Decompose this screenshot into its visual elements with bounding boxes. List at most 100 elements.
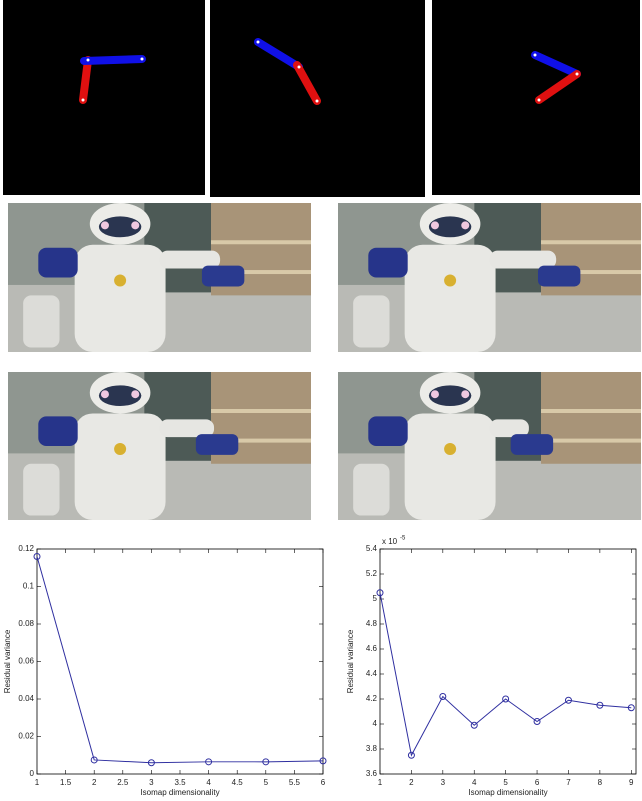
y-tick-label: 0.04 [18, 694, 34, 703]
shelf-board [211, 438, 311, 443]
x-tick-label: 6 [321, 778, 326, 787]
arm-link [531, 51, 581, 78]
data-marker [407, 751, 415, 759]
y-tick-label: 5.2 [366, 569, 378, 578]
y-axis-label: Residual variance [346, 629, 355, 693]
data-marker [502, 695, 510, 703]
y-tick-label: 0.1 [23, 582, 35, 591]
robot-badge [444, 274, 457, 287]
robot-face [428, 385, 472, 407]
x-tick-label: 5.5 [289, 778, 301, 787]
robot-hand [201, 265, 245, 287]
x-tick-label: 2 [92, 778, 97, 787]
robot-eye [461, 390, 470, 399]
shelf-board [541, 409, 641, 413]
arm-panel [3, 0, 205, 195]
joint [140, 57, 144, 61]
y-tick-label: 0.08 [18, 619, 34, 628]
joint [86, 58, 90, 62]
x-tick-label: 4 [472, 778, 477, 787]
y-tick-label: 3.8 [366, 744, 378, 753]
robot-hand [537, 265, 581, 287]
shelf-board [541, 438, 641, 443]
robot-badge [114, 274, 127, 287]
plot-frame [36, 548, 324, 775]
robot-arm [489, 419, 529, 438]
data-marker [147, 759, 155, 767]
y-multiplier-exponent: -5 [400, 536, 406, 542]
data-line [379, 592, 632, 757]
data-marker [564, 696, 572, 704]
robot-hand [195, 434, 239, 455]
y-tick-label: 4.6 [366, 644, 378, 653]
x-tick-label: 5 [264, 778, 269, 787]
robot-eye [430, 390, 439, 399]
arm-link [254, 38, 303, 71]
robot-photo [8, 203, 311, 352]
joint [533, 53, 537, 57]
robot-body [404, 413, 496, 520]
data-marker [205, 758, 213, 766]
robot-shoulder [38, 247, 78, 278]
robot-leg [353, 463, 390, 516]
robot-shoulder [368, 416, 408, 446]
robot-photo [338, 203, 641, 352]
joint [315, 99, 319, 103]
x-tick-label: 1 [378, 778, 383, 787]
data-marker [533, 718, 541, 725]
arm-link [80, 55, 146, 65]
robot-body [74, 244, 166, 352]
robot-shoulder [368, 247, 408, 278]
x-tick-label: 8 [598, 778, 603, 787]
y-tick-label: 3.6 [366, 769, 378, 778]
y-tick-label: 4 [373, 719, 378, 728]
robot-shoulder [38, 416, 78, 446]
shelf-board [541, 270, 641, 275]
x-tick-label: 1 [35, 778, 40, 787]
robot-body [404, 244, 496, 352]
x-axis-label: Isomap dimensionality [468, 788, 547, 797]
data-marker [376, 589, 384, 597]
y-tick-label: 0.02 [18, 732, 34, 741]
robot-eye [430, 221, 439, 230]
data-marker [319, 757, 327, 765]
chart: 0 0.02 0.04 0.06 0.08 0.1 0.12 1 1.5 2 2.5 3 3.5 4 4.5… [3, 544, 327, 797]
x-tick-label: 5 [503, 778, 508, 787]
joint [81, 98, 85, 102]
plot-frame [379, 548, 637, 775]
joint [297, 65, 301, 69]
shelf [541, 372, 641, 464]
robot-body [74, 413, 166, 520]
chart: 3.6 3.8 4 4.2 4.4 4.6 4.8 5 5.2 5.4 1 2 3 4 5 6 7 8 9 Isoma… [346, 536, 637, 797]
arm-links [79, 38, 581, 105]
joint [575, 72, 579, 76]
data-marker [33, 553, 41, 560]
joint [256, 40, 260, 44]
robot-hand [510, 434, 554, 455]
robot-eye [131, 390, 140, 399]
shelf-board [211, 270, 311, 275]
x-tick-label: 9 [629, 778, 634, 787]
y-tick-label: 0.06 [18, 657, 34, 666]
x-tick-label: 4 [206, 778, 211, 787]
robot-face [98, 216, 142, 238]
data-line [36, 556, 324, 764]
robot-badge [444, 442, 457, 455]
arm-link [535, 70, 581, 104]
x-tick-label: 4.5 [232, 778, 244, 787]
y-multiplier: x 10 [382, 537, 398, 546]
y-tick-label: 0 [30, 769, 35, 778]
data-marker [596, 701, 604, 709]
x-tick-label: 3 [441, 778, 446, 787]
y-tick-label: 5 [373, 594, 378, 603]
robot-photo [338, 372, 641, 520]
robot-eye [100, 221, 109, 230]
x-tick-label: 3 [149, 778, 154, 787]
data-marker [262, 758, 270, 766]
data-marker [90, 756, 98, 764]
shelf-board [541, 240, 641, 245]
robot-photo [8, 372, 311, 520]
x-tick-label: 3.5 [174, 778, 186, 787]
x-tick-label: 2 [409, 778, 414, 787]
